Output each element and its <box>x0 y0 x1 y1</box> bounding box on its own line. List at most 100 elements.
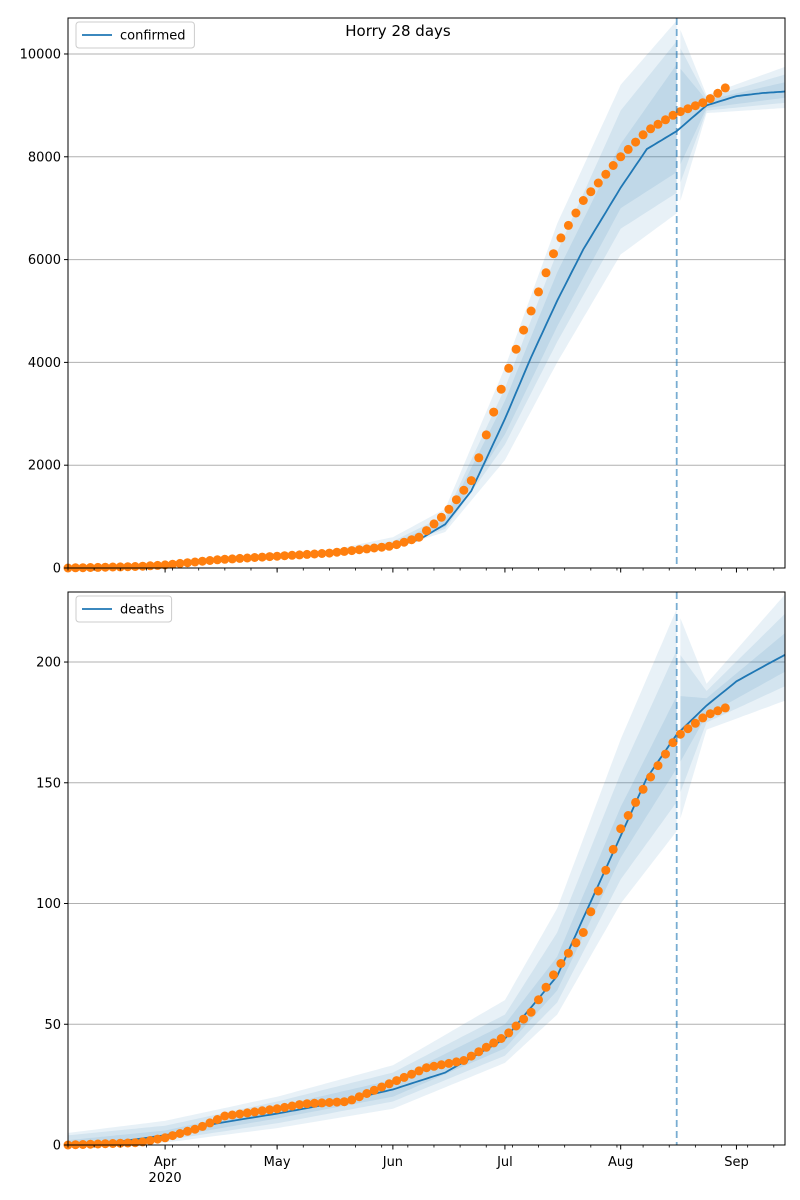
observed-point <box>698 98 708 108</box>
observed-point <box>638 784 648 794</box>
observed-point <box>675 729 685 739</box>
chart-title: Horry 28 days <box>345 22 451 40</box>
observed-point <box>220 1111 230 1121</box>
axes-frame <box>67 591 786 1146</box>
x-tick-year-label: 2020 <box>149 1171 182 1186</box>
observed-point <box>646 772 656 782</box>
confidence-band <box>680 48 785 183</box>
observed-point <box>384 1079 394 1089</box>
observed-point <box>242 1108 252 1118</box>
observed-point <box>713 88 723 98</box>
observed-point <box>354 1092 364 1102</box>
observed-point <box>160 1133 170 1143</box>
observed-point <box>481 1042 491 1052</box>
observed-point <box>675 107 685 117</box>
observed-point <box>593 886 603 896</box>
observed-point <box>690 718 700 728</box>
y-tick-label: 150 <box>36 776 61 791</box>
observed-point <box>145 1136 155 1145</box>
observed-point <box>197 1121 207 1131</box>
observed-point <box>339 1097 349 1107</box>
observed-point <box>444 1058 454 1068</box>
observed-point <box>481 430 491 440</box>
observed-point <box>235 553 245 563</box>
observed-point <box>407 535 417 545</box>
observed-point <box>690 101 700 111</box>
y-tick-label: 200 <box>36 656 61 671</box>
observed-point <box>100 562 110 572</box>
observed-point <box>123 562 133 572</box>
observed-point <box>220 554 230 564</box>
observed-point <box>571 938 581 948</box>
observed-point <box>392 540 402 550</box>
confirmed-panel: 0 2000 4000 6000 8000 10000 confirmed <box>20 17 786 577</box>
observed-point <box>489 407 499 417</box>
observed-point <box>668 738 678 748</box>
observed-point <box>534 287 543 297</box>
observed-point <box>332 547 342 557</box>
confidence-band <box>68 20 677 569</box>
observed-point <box>511 344 521 354</box>
observed-point <box>631 137 641 147</box>
observed-point <box>586 907 596 917</box>
observed-point <box>175 558 185 568</box>
observed-point <box>168 1131 178 1141</box>
observed-point <box>324 1098 334 1107</box>
confidence-band <box>680 633 785 762</box>
observed-point <box>668 110 678 120</box>
observed-point <box>601 169 611 179</box>
observed-point <box>466 476 476 486</box>
x-tick-label: May <box>264 1155 291 1170</box>
observed-point <box>474 1047 484 1057</box>
observed-point <box>138 1137 148 1147</box>
observed-point <box>653 119 663 129</box>
observed-point <box>549 970 558 980</box>
observed-point <box>190 1124 200 1134</box>
observed-point <box>459 1056 469 1065</box>
observed-point <box>653 761 663 771</box>
observed-point <box>205 556 215 565</box>
observed-point <box>130 562 140 571</box>
observed-point <box>578 928 588 937</box>
observed-point <box>362 1089 372 1098</box>
observed-point <box>362 544 372 554</box>
observed-point <box>556 233 566 243</box>
observed-point <box>504 1028 514 1038</box>
observed-point <box>683 104 693 114</box>
observed-point <box>108 1139 118 1148</box>
observed-point <box>496 1034 506 1043</box>
observed-point <box>115 562 125 572</box>
observed-point <box>720 703 730 713</box>
observed-point <box>713 706 723 716</box>
observed-point <box>377 1082 387 1092</box>
observed-point <box>608 161 618 170</box>
x-tick-label: Jun <box>382 1155 403 1170</box>
observed-point <box>541 982 551 992</box>
y-tick-label: 6000 <box>28 253 61 268</box>
confidence-band <box>68 608 677 1145</box>
observed-point <box>489 1038 499 1048</box>
y-tick-label: 0 <box>53 1139 61 1154</box>
y-tick-label: 4000 <box>28 356 61 371</box>
observed-point <box>661 749 670 759</box>
observed-point <box>444 504 454 514</box>
observed-point <box>280 551 290 561</box>
observed-point <box>339 546 349 556</box>
observed-point <box>257 1106 267 1116</box>
observed-point <box>586 187 596 197</box>
observed-point <box>212 555 222 565</box>
observed-point <box>168 559 178 569</box>
x-tick-label: Apr <box>154 1155 177 1170</box>
observed-point <box>227 554 237 564</box>
observed-point <box>310 1098 319 1108</box>
observed-point <box>347 546 357 556</box>
observed-point <box>197 556 207 566</box>
observed-point <box>429 519 439 529</box>
confidence-band <box>680 594 785 819</box>
legend-box <box>75 21 195 49</box>
observed-point <box>93 562 103 572</box>
observed-point <box>272 1104 282 1114</box>
observed-point <box>183 1126 192 1136</box>
